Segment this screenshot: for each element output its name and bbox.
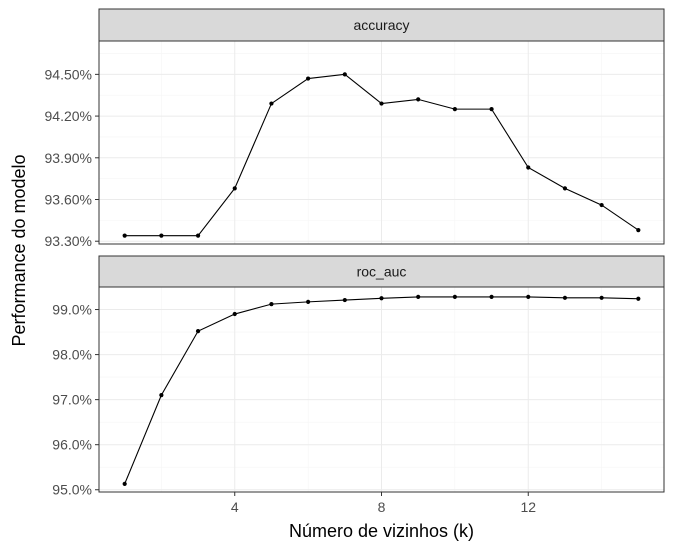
data-point <box>416 294 421 300</box>
x-tick-label: 12 <box>520 499 536 515</box>
data-point <box>195 329 201 334</box>
data-point <box>269 302 274 307</box>
data-point <box>306 76 311 81</box>
facet-panels: accuracy 93.30% 93.60% 93.90% 94.20% 94.50% ro… <box>45 8 665 498</box>
data-point <box>306 299 311 304</box>
facet-strip-label: roc_auc <box>357 264 407 280</box>
data-point <box>489 107 494 112</box>
data-point <box>489 294 494 300</box>
data-point <box>452 107 457 112</box>
data-point <box>195 233 201 238</box>
y-tick-label: 93.60% <box>45 192 92 208</box>
facet-strip-accuracy <box>98 8 665 42</box>
y-tick-label: 93.30% <box>45 233 92 249</box>
x-tick-label: 4 <box>231 499 239 515</box>
data-point <box>159 393 164 398</box>
y-tick-label: 96.0% <box>52 437 92 453</box>
y-tick-label: 98.0% <box>52 347 92 363</box>
y-tick-label: 93.90% <box>45 150 92 166</box>
x-axis-title: Número de vizinhos (k) <box>289 521 474 541</box>
data-point <box>122 233 127 238</box>
data-point <box>342 297 347 303</box>
data-point <box>562 295 568 300</box>
y-tick-label: 95.0% <box>52 482 92 498</box>
data-point <box>159 233 164 238</box>
data-point <box>636 296 641 301</box>
facet-accuracy: accuracy 93.30% 93.60% 93.90% 94.20% 94.50% <box>45 8 665 249</box>
data-point <box>526 294 531 300</box>
data-point <box>599 295 604 300</box>
y-tick-label: 99.0% <box>52 302 92 318</box>
x-axis: 4 8 12 <box>231 492 536 515</box>
panel-border <box>98 40 665 245</box>
data-point <box>636 227 641 233</box>
data-point <box>526 165 531 170</box>
data-point <box>562 186 568 191</box>
facet-strip-roc_auc <box>98 255 665 288</box>
data-point <box>342 72 347 77</box>
y-tick-label: 94.20% <box>45 108 92 124</box>
data-point <box>269 101 274 106</box>
data-point <box>122 481 127 486</box>
data-point <box>599 202 604 208</box>
data-point <box>452 294 457 300</box>
data-point <box>379 101 384 106</box>
y-tick-label: 97.0% <box>52 392 92 408</box>
data-point <box>379 296 384 301</box>
facet-roc_auc: roc_auc 95.0% 96.0% 97.0% 98.0% 99.0% <box>52 255 665 498</box>
data-point <box>232 186 237 191</box>
facet-strip-label: accuracy <box>353 17 409 33</box>
y-tick-label: 94.50% <box>45 66 92 82</box>
data-point <box>416 97 421 102</box>
x-tick-label: 8 <box>378 499 386 515</box>
y-axis-title: Performance do modelo <box>9 154 29 346</box>
data-point <box>232 311 237 317</box>
